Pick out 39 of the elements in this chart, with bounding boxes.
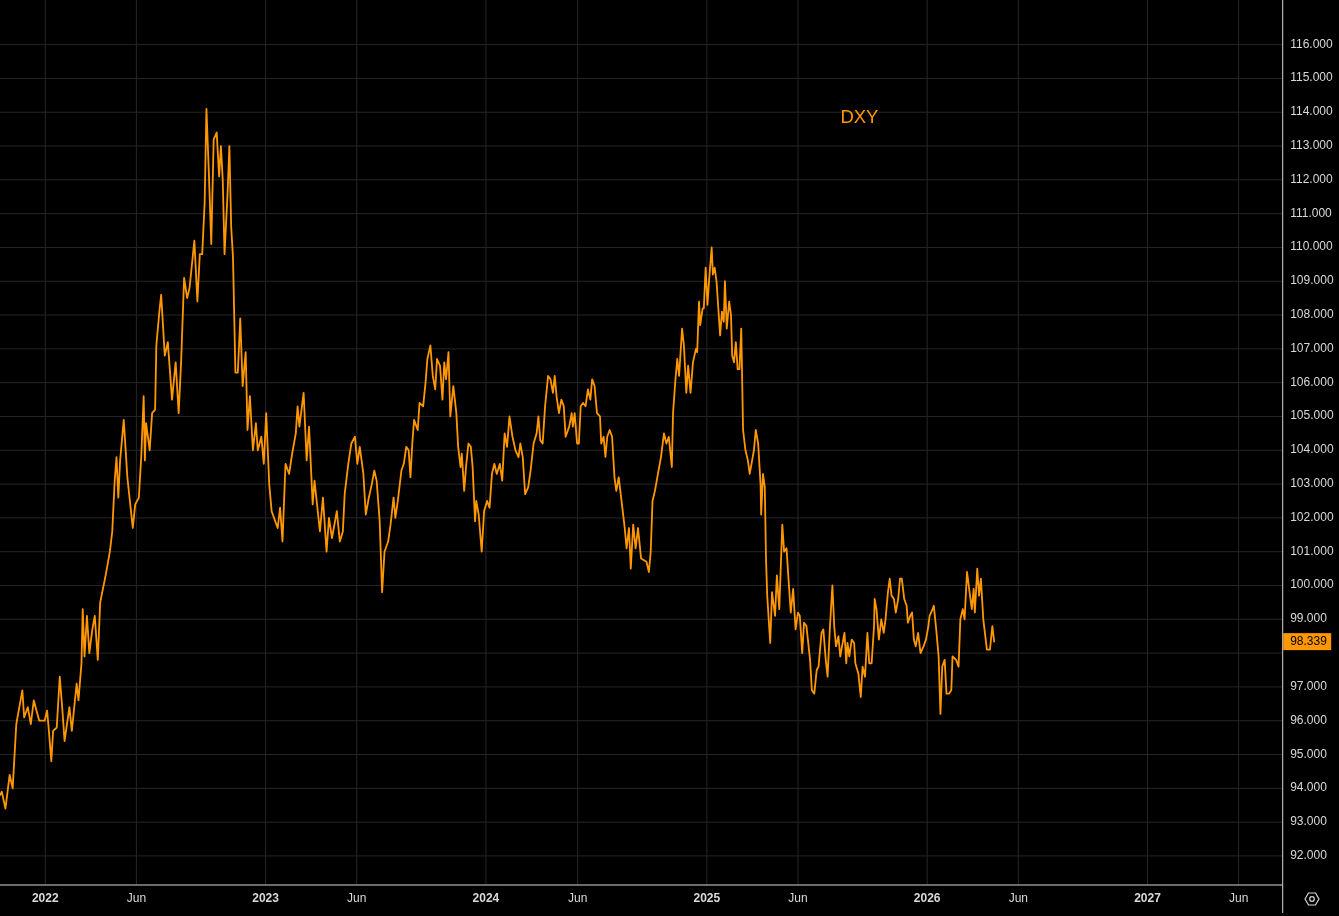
y-tick-label: 106.000 <box>1290 374 1334 389</box>
y-tick-label: 92.000 <box>1290 848 1328 863</box>
x-tick-label: 2023 <box>252 891 280 906</box>
x-tick-label: Jun <box>347 891 367 906</box>
text: DXY <box>840 105 879 127</box>
y-tick-label: 112.000 <box>1290 172 1334 187</box>
x-tick-label: 2022 <box>31 891 59 906</box>
y-tick-label: 103.000 <box>1290 476 1334 491</box>
x-tick-label: Jun <box>1008 891 1028 906</box>
x-tick-label: Jun <box>126 891 147 906</box>
y-tick-label: 107.000 <box>1290 341 1334 356</box>
x-tick-label: Jun <box>788 891 808 906</box>
y-tick-label: 109.000 <box>1290 273 1334 288</box>
x-tick-label: 2026 <box>913 891 941 906</box>
x-tick-label: 2025 <box>693 891 721 906</box>
y-tick-label: 113.000 <box>1290 138 1334 153</box>
y-tick-label: 102.000 <box>1290 510 1334 525</box>
text: 98.339 <box>1290 633 1328 648</box>
line-series <box>0 107 996 810</box>
y-tick-label: 93.000 <box>1290 814 1328 829</box>
y-tick-label: 115.000 <box>1290 70 1334 85</box>
y-tick-label: 100.000 <box>1290 577 1334 592</box>
y-tick-label: 110.000 <box>1290 239 1334 254</box>
y-tick-label: 105.000 <box>1290 408 1334 423</box>
x-tick-label: Jun <box>567 891 588 906</box>
y-tick-label: 96.000 <box>1290 712 1328 727</box>
y-tick-label: 111.000 <box>1290 205 1333 220</box>
y-tick-label: 116.000 <box>1290 36 1334 51</box>
y-tick-label: 94.000 <box>1290 780 1328 795</box>
y-tick-label: 99.000 <box>1290 611 1328 626</box>
y-tick-label: 108.000 <box>1290 307 1334 322</box>
x-tick-label: Jun <box>1228 891 1249 906</box>
y-tick-label: 114.000 <box>1290 104 1334 119</box>
x-tick-label: 2027 <box>1134 891 1162 906</box>
y-tick-label: 95.000 <box>1290 746 1328 761</box>
y-tick-label: 101.000 <box>1290 543 1334 558</box>
y-tick-label: 97.000 <box>1290 679 1328 694</box>
y-tick-label: 104.000 <box>1290 442 1334 457</box>
x-tick-label: 2024 <box>472 891 500 906</box>
